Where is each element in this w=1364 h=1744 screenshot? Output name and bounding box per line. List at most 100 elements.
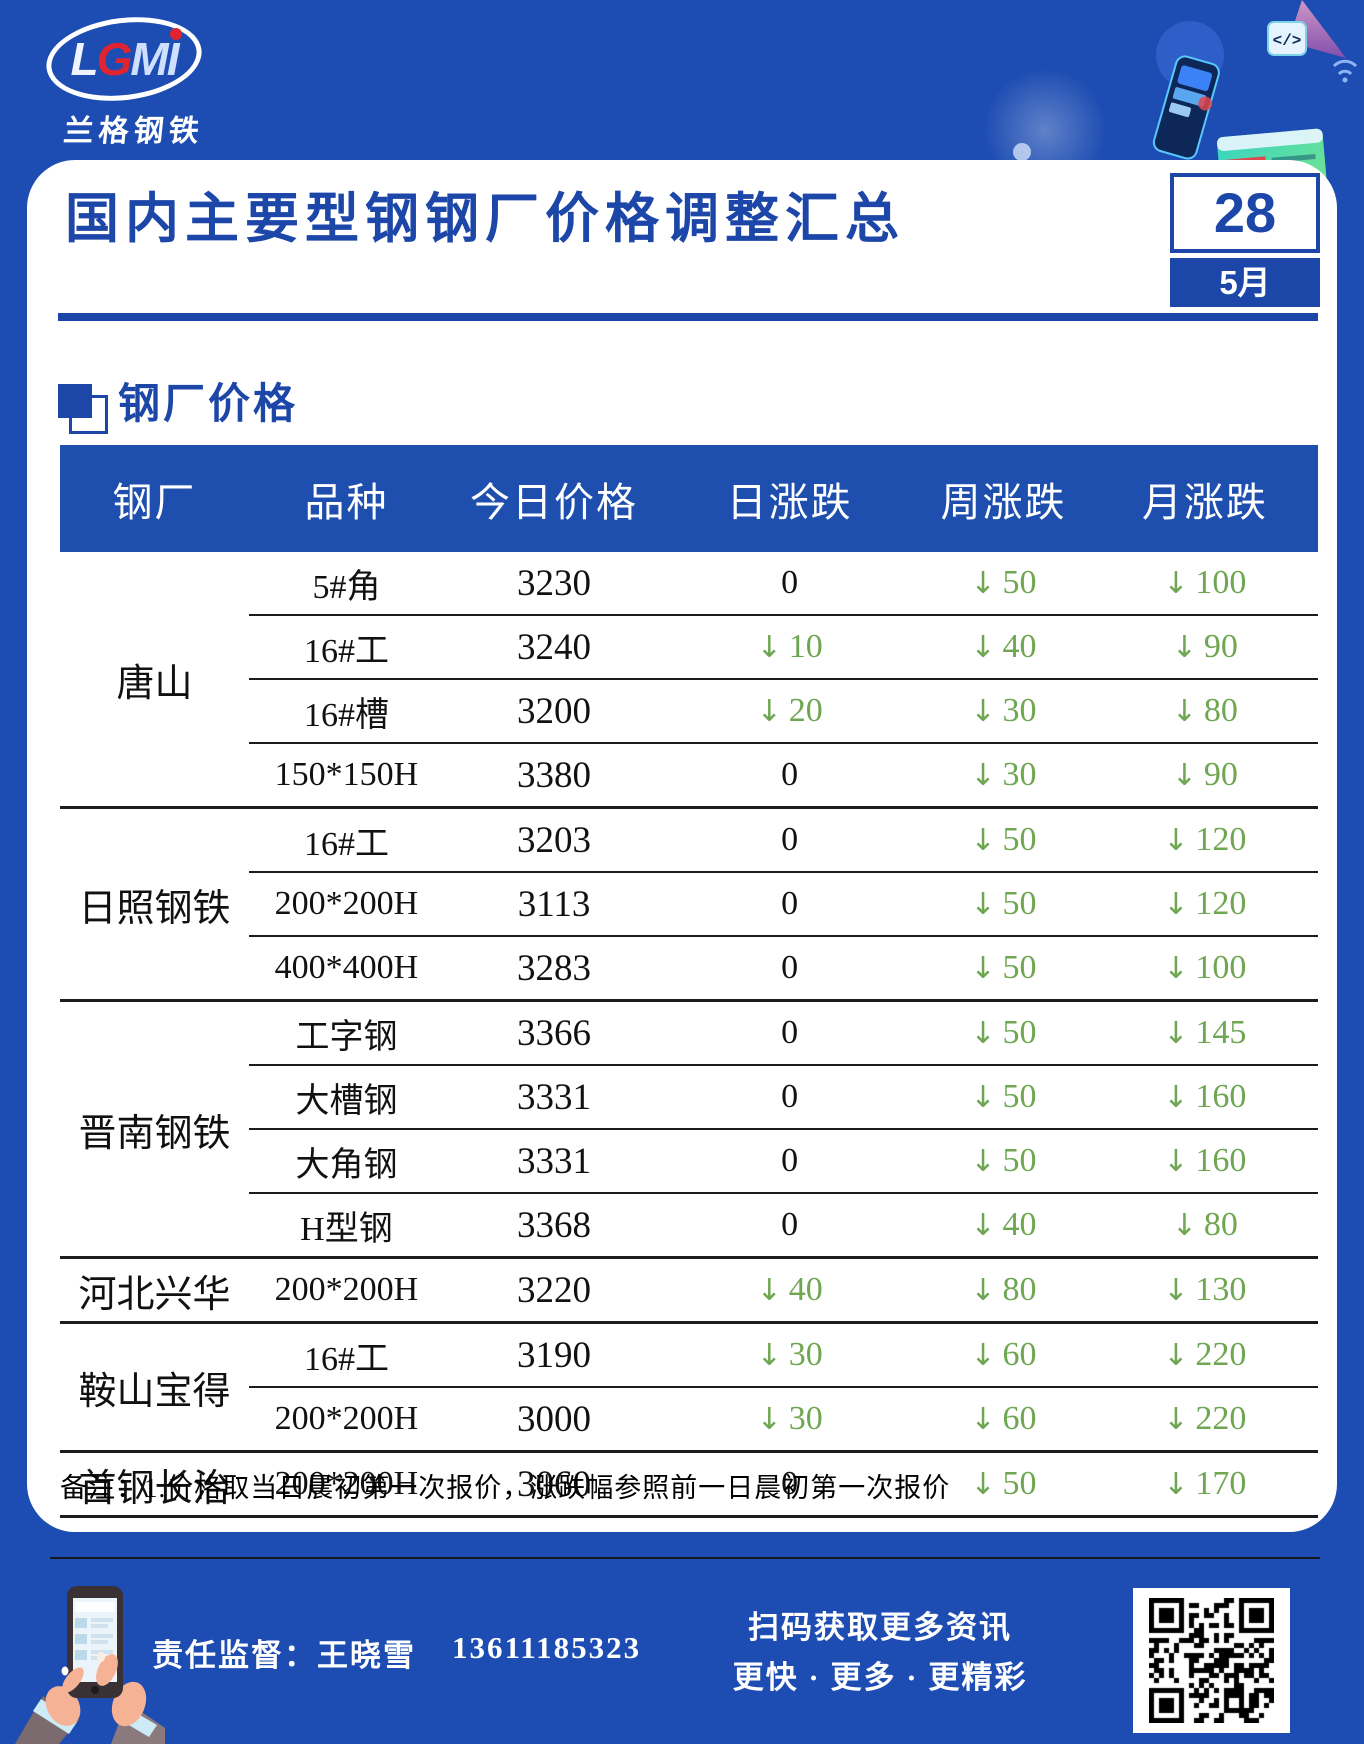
day-cell: ↓ 30 xyxy=(664,1321,916,1387)
down-arrow-icon: ↓ xyxy=(756,694,782,729)
scan-text: 扫码获取更多资讯 更快 · 更多 · 更精彩 xyxy=(700,1603,1060,1703)
price-cell: 3331 xyxy=(444,1128,665,1193)
month-cell: ↓ 220 xyxy=(1091,1386,1318,1452)
month-cell: ↓ 80 xyxy=(1091,678,1318,743)
date-day: 28 xyxy=(1170,173,1320,253)
finger-nail xyxy=(61,1666,69,1676)
down-arrow-icon: ↓ xyxy=(1171,758,1197,793)
factory-cell: 晋南钢铁 xyxy=(60,999,249,1258)
table-row: 大角钢 3331 0 ↓ 50 ↓ 160 xyxy=(60,1128,1318,1193)
week-cell: ↓ 50 xyxy=(915,806,1092,872)
month-cell: ↓ 120 xyxy=(1091,871,1318,936)
factory-cell: 鞍山宝得 xyxy=(60,1321,249,1452)
down-arrow-icon: ↓ xyxy=(970,823,996,858)
table-row: 16#槽 3200 ↓ 20 ↓ 30 ↓ 80 xyxy=(60,678,1318,743)
table-row: 首钢长治 200*200H 3060 0 ↓ 50 ↓ 170 xyxy=(60,1450,1318,1517)
price-cell: 3380 xyxy=(444,742,665,808)
price-cell: 3368 xyxy=(444,1192,665,1258)
logo-letter: G xyxy=(96,33,133,85)
down-arrow-icon: ↓ xyxy=(970,1080,996,1115)
logo-letter: M xyxy=(130,33,168,85)
down-arrow-icon: ↓ xyxy=(756,1402,782,1437)
week-cell: ↓ 40 xyxy=(915,1192,1092,1258)
table-row: 400*400H 3283 0 ↓ 50 ↓ 100 xyxy=(60,935,1318,1001)
month-cell: ↓ 160 xyxy=(1091,1128,1318,1193)
table-row: 晋南钢铁 工字钢 3366 0 ↓ 50 ↓ 145 xyxy=(60,999,1318,1258)
day-cell: ↓ 40 xyxy=(664,1256,916,1323)
week-cell: ↓ 50 xyxy=(970,564,1037,601)
down-arrow-icon: ↓ xyxy=(1163,566,1189,601)
down-arrow-icon: ↓ xyxy=(970,1338,996,1373)
variety-cell: 400*400H xyxy=(248,935,445,1001)
note-text: 备注：1.价格取当日晨初第一次报价，涨跌幅参照前一日晨初第一次报价 xyxy=(60,1473,951,1503)
down-arrow-icon: ↓ xyxy=(970,1402,996,1437)
variety-cell: 16#槽 xyxy=(248,678,445,743)
variety-cell: 200*200H xyxy=(248,871,445,936)
down-arrow-icon: ↓ xyxy=(1163,1467,1189,1502)
variety-cell: 16#工 xyxy=(248,1321,445,1387)
week-cell: ↓ 50 xyxy=(915,1450,1092,1517)
week-cell: ↓ 50 xyxy=(915,871,1092,936)
down-arrow-icon: ↓ xyxy=(1163,1402,1189,1437)
day-cell: 0 xyxy=(664,1192,916,1258)
table-row: 唐山 5#角 3230 0 ↓ 50 ↓ 100 xyxy=(60,552,1318,705)
variety-cell: 16#工 xyxy=(248,806,445,872)
down-arrow-icon: ↓ xyxy=(970,694,996,729)
variety-cell: 工字钢 xyxy=(248,999,445,1065)
variety-cell: 大槽钢 xyxy=(248,1064,445,1129)
section-header: 钢厂价格 xyxy=(58,370,298,434)
month-cell: ↓ 100 xyxy=(1163,564,1247,601)
day-cell: 0 xyxy=(664,806,916,872)
day-cell: 0 xyxy=(664,1128,916,1193)
month-cell: ↓ 170 xyxy=(1091,1450,1318,1517)
month-cell: ↓ 90 xyxy=(1091,614,1318,679)
week-cell: ↓ 80 xyxy=(915,1256,1092,1323)
price-cell: 3240 xyxy=(444,614,665,679)
down-arrow-icon: ↓ xyxy=(1171,694,1197,729)
code-badge-icon: </> xyxy=(1267,21,1307,56)
variety-cell: 200*200H xyxy=(248,1256,445,1323)
content-card: 国内主要型钢钢厂价格调整汇总 28 5月 钢厂价格 钢厂 品种 今日价格 日涨跌 周涨跌… xyxy=(27,160,1337,1532)
down-arrow-icon: ↓ xyxy=(1163,1080,1189,1115)
down-arrow-icon: ↓ xyxy=(1163,1273,1189,1308)
week-cell: ↓ 50 xyxy=(915,1064,1092,1129)
month-cell: ↓ 145 xyxy=(1091,999,1318,1065)
day-cell: 0 xyxy=(664,871,916,936)
price-cell: 3220 xyxy=(444,1256,665,1323)
day-cell: ↓ 20 xyxy=(664,678,916,743)
date-month: 5月 xyxy=(1170,258,1320,307)
column-header: 品种 xyxy=(248,445,445,552)
page-title: 国内主要型钢钢厂价格调整汇总 xyxy=(65,189,905,249)
day-cell: 0 xyxy=(664,999,916,1065)
variety-cell: 150*150H xyxy=(248,742,445,808)
column-header: 日涨跌 xyxy=(664,445,916,552)
left-finger xyxy=(62,1667,84,1693)
table-header-row: 钢厂 品种 今日价格 日涨跌 周涨跌 月涨跌 xyxy=(60,445,1318,552)
qr-code xyxy=(1133,1588,1290,1733)
title-divider xyxy=(58,313,1318,321)
logo-letter: I xyxy=(166,28,182,85)
down-arrow-icon: ↓ xyxy=(756,630,782,665)
down-arrow-icon: ↓ xyxy=(970,1144,996,1179)
down-arrow-icon: ↓ xyxy=(970,1273,996,1308)
down-arrow-icon: ↓ xyxy=(756,1338,782,1373)
column-header: 月涨跌 xyxy=(1091,445,1318,552)
day-cell: 0 xyxy=(781,564,799,601)
down-arrow-icon: ↓ xyxy=(1171,630,1197,665)
down-arrow-icon: ↓ xyxy=(970,1467,996,1502)
week-cell: ↓ 60 xyxy=(915,1386,1092,1452)
footer-divider xyxy=(50,1557,1320,1559)
down-arrow-icon: ↓ xyxy=(1163,951,1189,986)
factory-cell: 河北兴华 xyxy=(60,1256,249,1323)
down-arrow-icon: ↓ xyxy=(1163,1338,1189,1373)
supervisor-label: 责任监督：王晓雪 xyxy=(152,1638,416,1673)
price-cell: 3190 xyxy=(444,1321,665,1387)
column-header: 今日价格 xyxy=(444,445,665,552)
variety-cell: 200*200H xyxy=(248,1450,445,1517)
variety-cell: 16#工 xyxy=(248,614,445,679)
down-arrow-icon: ↓ xyxy=(1163,1144,1189,1179)
table-row: 大槽钢 3331 0 ↓ 50 ↓ 160 xyxy=(60,1064,1318,1129)
price-cell: 3200 xyxy=(444,678,665,743)
